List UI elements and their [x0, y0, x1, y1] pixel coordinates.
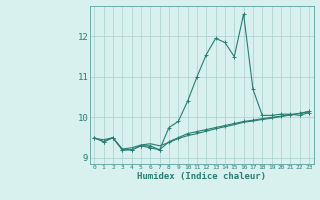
X-axis label: Humidex (Indice chaleur): Humidex (Indice chaleur) — [137, 172, 266, 181]
